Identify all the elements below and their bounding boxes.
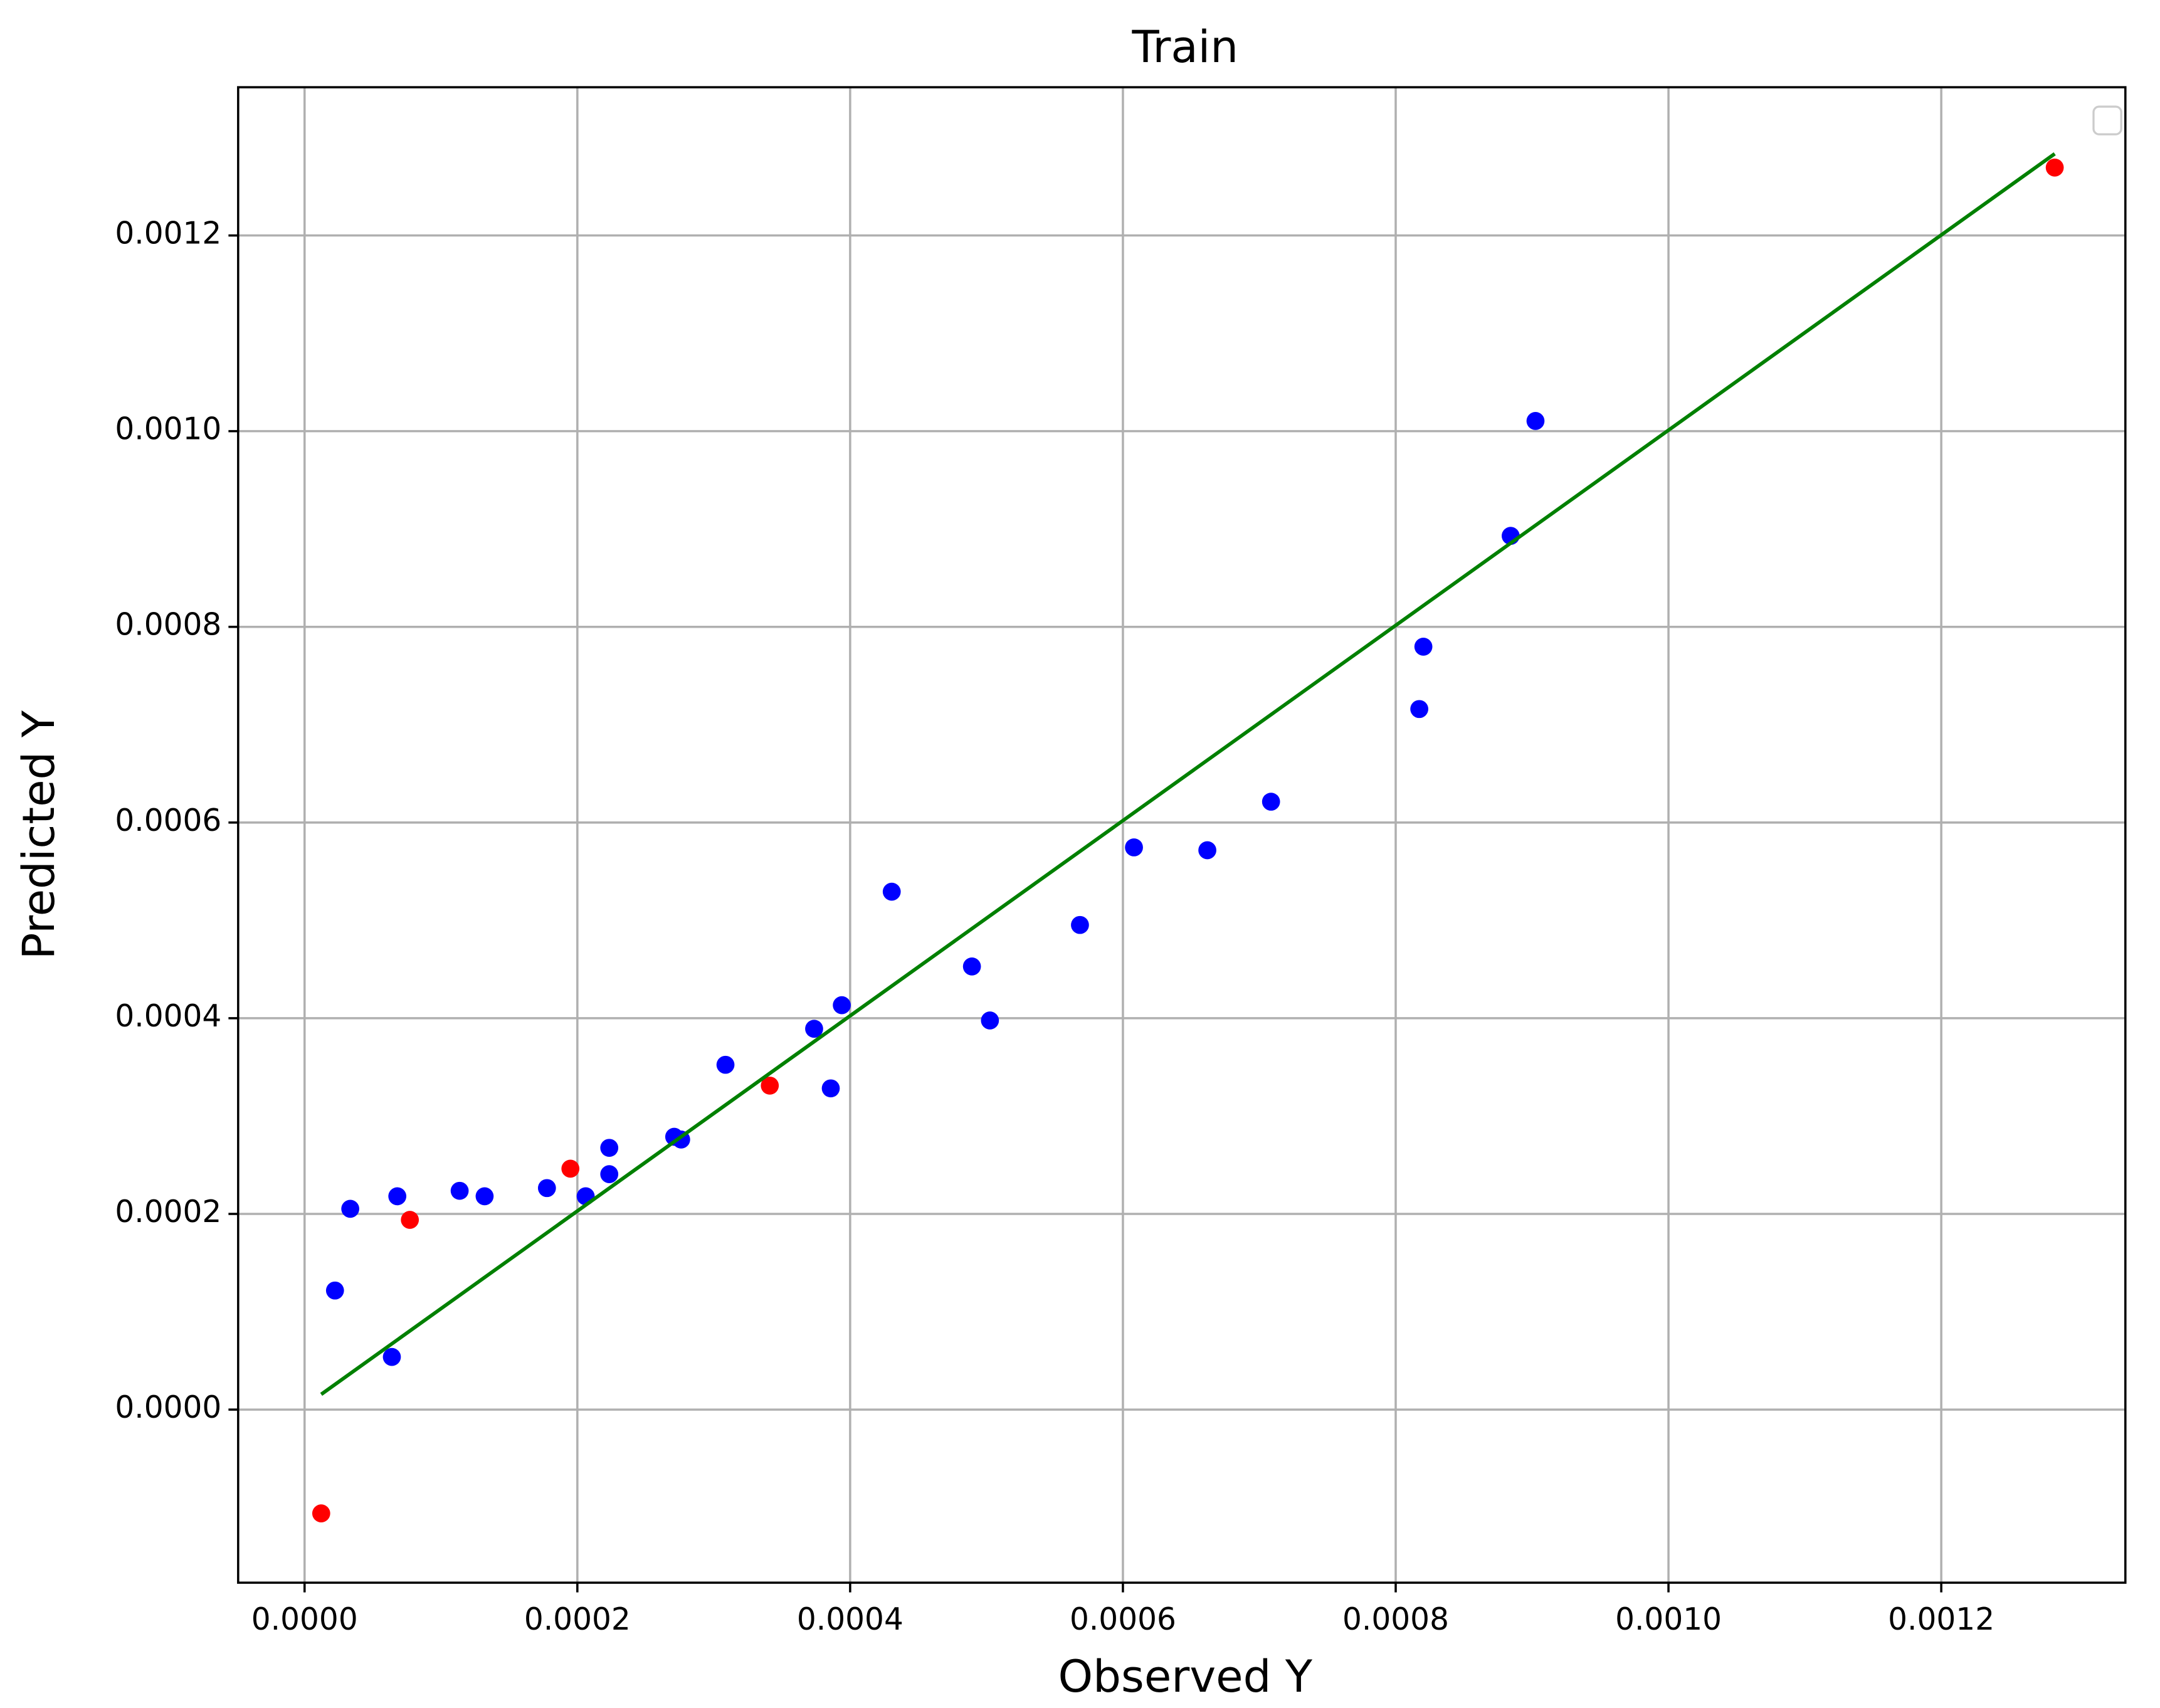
point [962,957,981,976]
x-tick-label: 0.0006 [1070,1602,1176,1637]
ticks: 0.0000 0.0002 0.0004 0.0006 0.0008 0.0010 0.00… [115,216,1994,1637]
point [1125,838,1143,857]
point [821,1079,840,1098]
x-tick-label: 0.0008 [1342,1602,1449,1637]
x-tick-label: 0.0012 [1888,1602,1994,1637]
grid [238,87,2126,1583]
y-tick-label: 0.0010 [115,412,221,447]
y-tick-label: 0.0006 [115,803,221,838]
x-tick-label: 0.0010 [1615,1602,1722,1637]
point [1526,412,1545,430]
marks [312,152,2064,1523]
point [600,1165,619,1183]
point [388,1187,407,1206]
point [805,1020,823,1038]
y-axis-label: Predicted Y [13,710,65,959]
y-tick-label: 0.0004 [115,999,221,1034]
point [382,1347,401,1366]
point [401,1211,419,1229]
point [981,1011,999,1030]
x-tick-label: 0.0004 [797,1602,904,1637]
point [600,1139,619,1157]
point [475,1187,494,1206]
plot-frame [237,86,2127,1584]
point [716,1055,735,1074]
fit-line [320,152,2056,1396]
point [1410,700,1428,719]
legend-box [2092,105,2122,135]
x-tick-label: 0.0002 [524,1602,631,1637]
x-axis-label: Observed Y [1058,1650,1313,1702]
y-tick-label: 0.0000 [115,1390,221,1425]
point [341,1199,359,1218]
point [537,1179,556,1198]
y-tick-label: 0.0002 [115,1194,221,1230]
point [561,1159,580,1178]
point [1414,638,1433,656]
point [882,882,901,901]
x-tick-label: 0.0000 [251,1602,358,1637]
chart-title: Train [1132,21,1239,73]
point [761,1077,779,1095]
point [312,1504,330,1523]
y-tick-label: 0.0012 [115,216,221,251]
point [450,1181,469,1200]
point [833,996,851,1015]
point [325,1281,344,1300]
point [1198,841,1216,860]
point [1262,793,1280,811]
point [1071,915,1089,934]
point [2045,158,2064,177]
y-tick-label: 0.0008 [115,608,221,643]
